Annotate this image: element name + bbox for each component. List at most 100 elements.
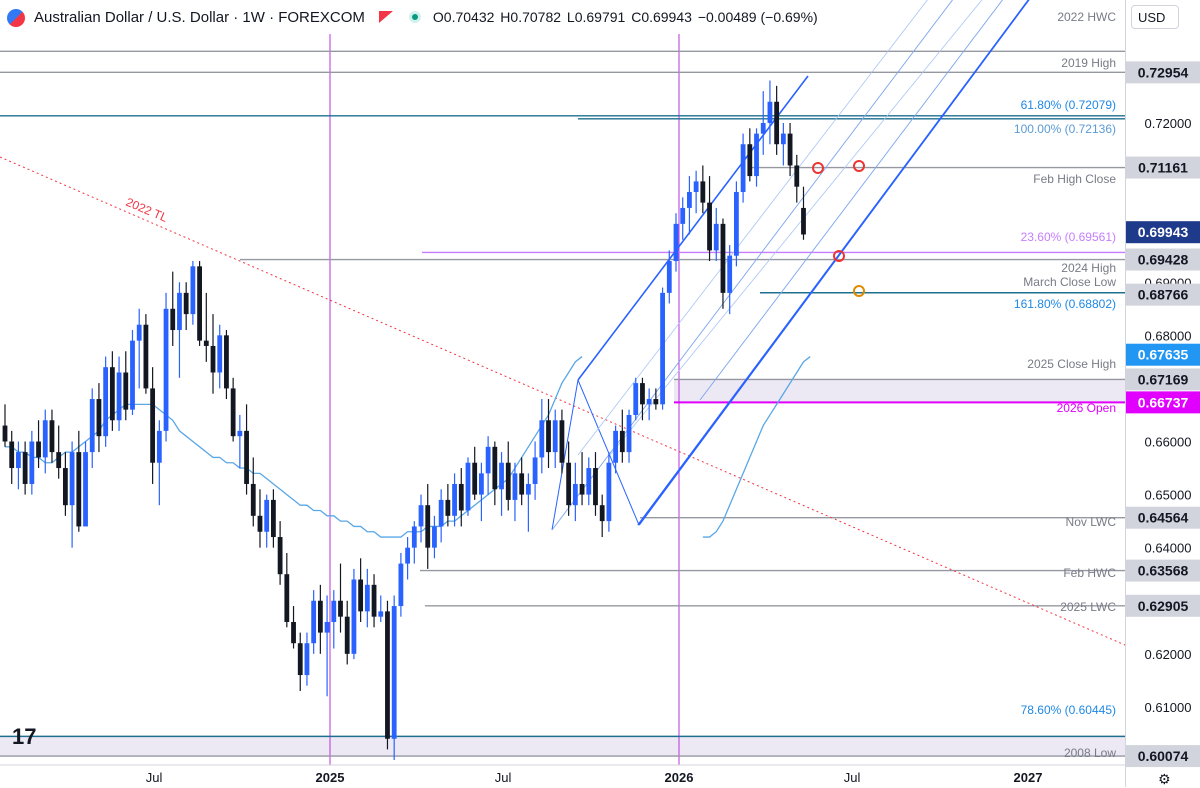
candle-body[interactable]	[16, 452, 21, 469]
candle-body[interactable]	[572, 483, 578, 506]
currency-select[interactable]: USD	[1131, 5, 1179, 29]
candle-body[interactable]	[150, 388, 156, 463]
candle-body[interactable]	[103, 367, 109, 437]
candle-body[interactable]	[351, 579, 357, 654]
candle-body[interactable]	[344, 616, 350, 654]
candle-body[interactable]	[794, 165, 800, 187]
candle-body[interactable]	[378, 611, 384, 617]
candle-body[interactable]	[411, 526, 417, 548]
candle-body[interactable]	[687, 192, 692, 208]
candle-body[interactable]	[405, 547, 410, 564]
candle-body[interactable]	[539, 420, 545, 458]
candle-body[interactable]	[465, 462, 471, 511]
candle-body[interactable]	[606, 462, 612, 522]
candle-body[interactable]	[56, 452, 62, 469]
candle-body[interactable]	[626, 414, 632, 453]
candle-body[interactable]	[754, 133, 759, 177]
candle-body[interactable]	[760, 123, 766, 134]
candle-body[interactable]	[673, 223, 679, 262]
candle-body[interactable]	[264, 499, 270, 532]
candle-body[interactable]	[22, 452, 28, 484]
candle-body[interactable]	[217, 335, 223, 373]
candle-body[interactable]	[720, 223, 726, 293]
candle-body[interactable]	[49, 420, 55, 453]
candle-body[interactable]	[250, 483, 256, 516]
candle-body[interactable]	[593, 468, 598, 506]
candle-body[interactable]	[525, 483, 531, 495]
candle-body[interactable]	[203, 340, 209, 346]
candle-body[interactable]	[364, 584, 370, 612]
symbol-title[interactable]: Australian Dollar / U.S. Dollar · 1W · F…	[34, 8, 365, 26]
candle-body[interactable]	[747, 144, 753, 177]
candle-body[interactable]	[230, 388, 236, 437]
candle-body[interactable]	[693, 181, 699, 193]
candle-body[interactable]	[445, 499, 451, 516]
candle-body[interactable]	[371, 584, 377, 617]
candle-body[interactable]	[586, 468, 592, 495]
candle-body[interactable]	[680, 207, 686, 224]
candle-body[interactable]	[96, 399, 102, 437]
candle-body[interactable]	[633, 383, 639, 415]
flag-icon[interactable]	[378, 11, 393, 23]
candle-body[interactable]	[210, 345, 216, 373]
candle-body[interactable]	[2, 425, 8, 442]
candle-body[interactable]	[485, 446, 491, 474]
level-marker-icon[interactable]	[853, 160, 865, 172]
candle-body[interactable]	[69, 452, 75, 506]
candle-body[interactable]	[237, 430, 243, 437]
candle-body[interactable]	[472, 462, 478, 495]
candle-body[interactable]	[700, 181, 706, 203]
candle-body[interactable]	[130, 340, 135, 410]
candle-body[interactable]	[499, 462, 504, 490]
candle-body[interactable]	[546, 420, 551, 453]
candle-body[interactable]	[197, 266, 202, 341]
candle-body[interactable]	[331, 600, 337, 622]
candle-body[interactable]	[566, 462, 572, 506]
candle-body[interactable]	[29, 441, 35, 484]
candle-body[interactable]	[143, 324, 149, 389]
candle-body[interactable]	[116, 372, 122, 421]
candle-body[interactable]	[291, 621, 296, 644]
candle-body[interactable]	[780, 133, 786, 145]
candle-body[interactable]	[257, 515, 263, 532]
candle-body[interactable]	[311, 600, 317, 644]
moving-average-line-2[interactable]	[702, 356, 811, 538]
candle-body[interactable]	[89, 399, 95, 453]
pitchfork-inner[interactable]	[609, 0, 990, 456]
candle-body[interactable]	[479, 473, 484, 495]
candle-body[interactable]	[244, 430, 249, 484]
gear-icon[interactable]: ⚙	[1158, 771, 1171, 787]
pitchfork-inner[interactable]	[699, 0, 1010, 401]
pitchfork-lower-outer[interactable]	[638, 0, 1125, 526]
candle-body[interactable]	[774, 101, 780, 145]
candle-body[interactable]	[619, 430, 625, 453]
candle-body[interactable]	[224, 335, 229, 389]
candle-body[interactable]	[512, 473, 518, 500]
candle-body[interactable]	[438, 499, 444, 527]
candle-body[interactable]	[317, 600, 323, 633]
candle-body[interactable]	[324, 621, 330, 633]
candle-body[interactable]	[519, 473, 525, 495]
candle-body[interactable]	[177, 292, 182, 331]
candle-body[interactable]	[707, 202, 712, 251]
pitchfork-inner[interactable]	[577, 0, 935, 456]
candle-body[interactable]	[83, 452, 88, 527]
candle-body[interactable]	[271, 499, 276, 538]
candle-body[interactable]	[432, 526, 437, 548]
candle-body[interactable]	[740, 144, 746, 193]
candle-body[interactable]	[646, 399, 652, 405]
candle-body[interactable]	[76, 452, 82, 527]
candle-body[interactable]	[62, 468, 68, 506]
candle-body[interactable]	[640, 383, 645, 405]
candle-body[interactable]	[9, 441, 15, 469]
trendline-2022[interactable]	[0, 156, 1126, 646]
candle-body[interactable]	[599, 505, 605, 522]
price-axis[interactable]	[1125, 0, 1200, 787]
candle-body[interactable]	[425, 505, 431, 548]
candle-body[interactable]	[109, 367, 115, 421]
candle-body[interactable]	[36, 441, 41, 458]
candle-body[interactable]	[284, 574, 290, 622]
candle-body[interactable]	[183, 292, 189, 315]
candle-body[interactable]	[304, 643, 310, 676]
